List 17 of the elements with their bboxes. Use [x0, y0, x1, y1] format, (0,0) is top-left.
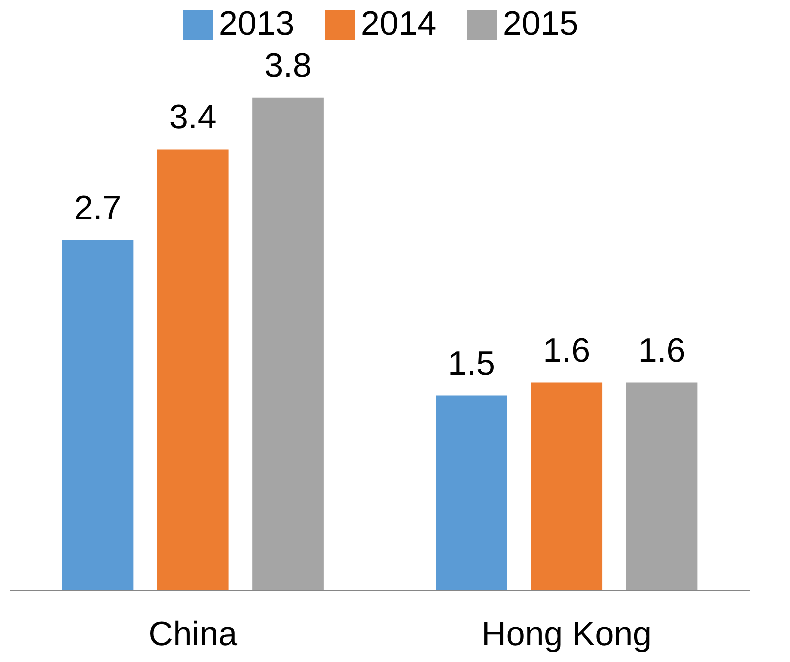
x-tick-label: China	[148, 616, 238, 654]
data-label: 1.6	[638, 332, 686, 370]
bar	[531, 382, 603, 590]
data-label: 3.8	[264, 46, 312, 85]
bar	[62, 240, 134, 590]
bar	[436, 396, 508, 590]
bar	[252, 98, 324, 590]
bar	[626, 382, 698, 590]
data-label: 1.6	[543, 332, 590, 370]
x-tick-label: Hong Kong	[482, 616, 652, 654]
legend-label: 2013	[219, 5, 295, 43]
data-label: 2.7	[74, 189, 122, 228]
legend-label: 2015	[503, 5, 579, 43]
legend-label: 2014	[361, 5, 437, 43]
data-label: 1.5	[448, 344, 496, 383]
bar	[157, 150, 229, 590]
data-label: 3.4	[170, 98, 217, 137]
